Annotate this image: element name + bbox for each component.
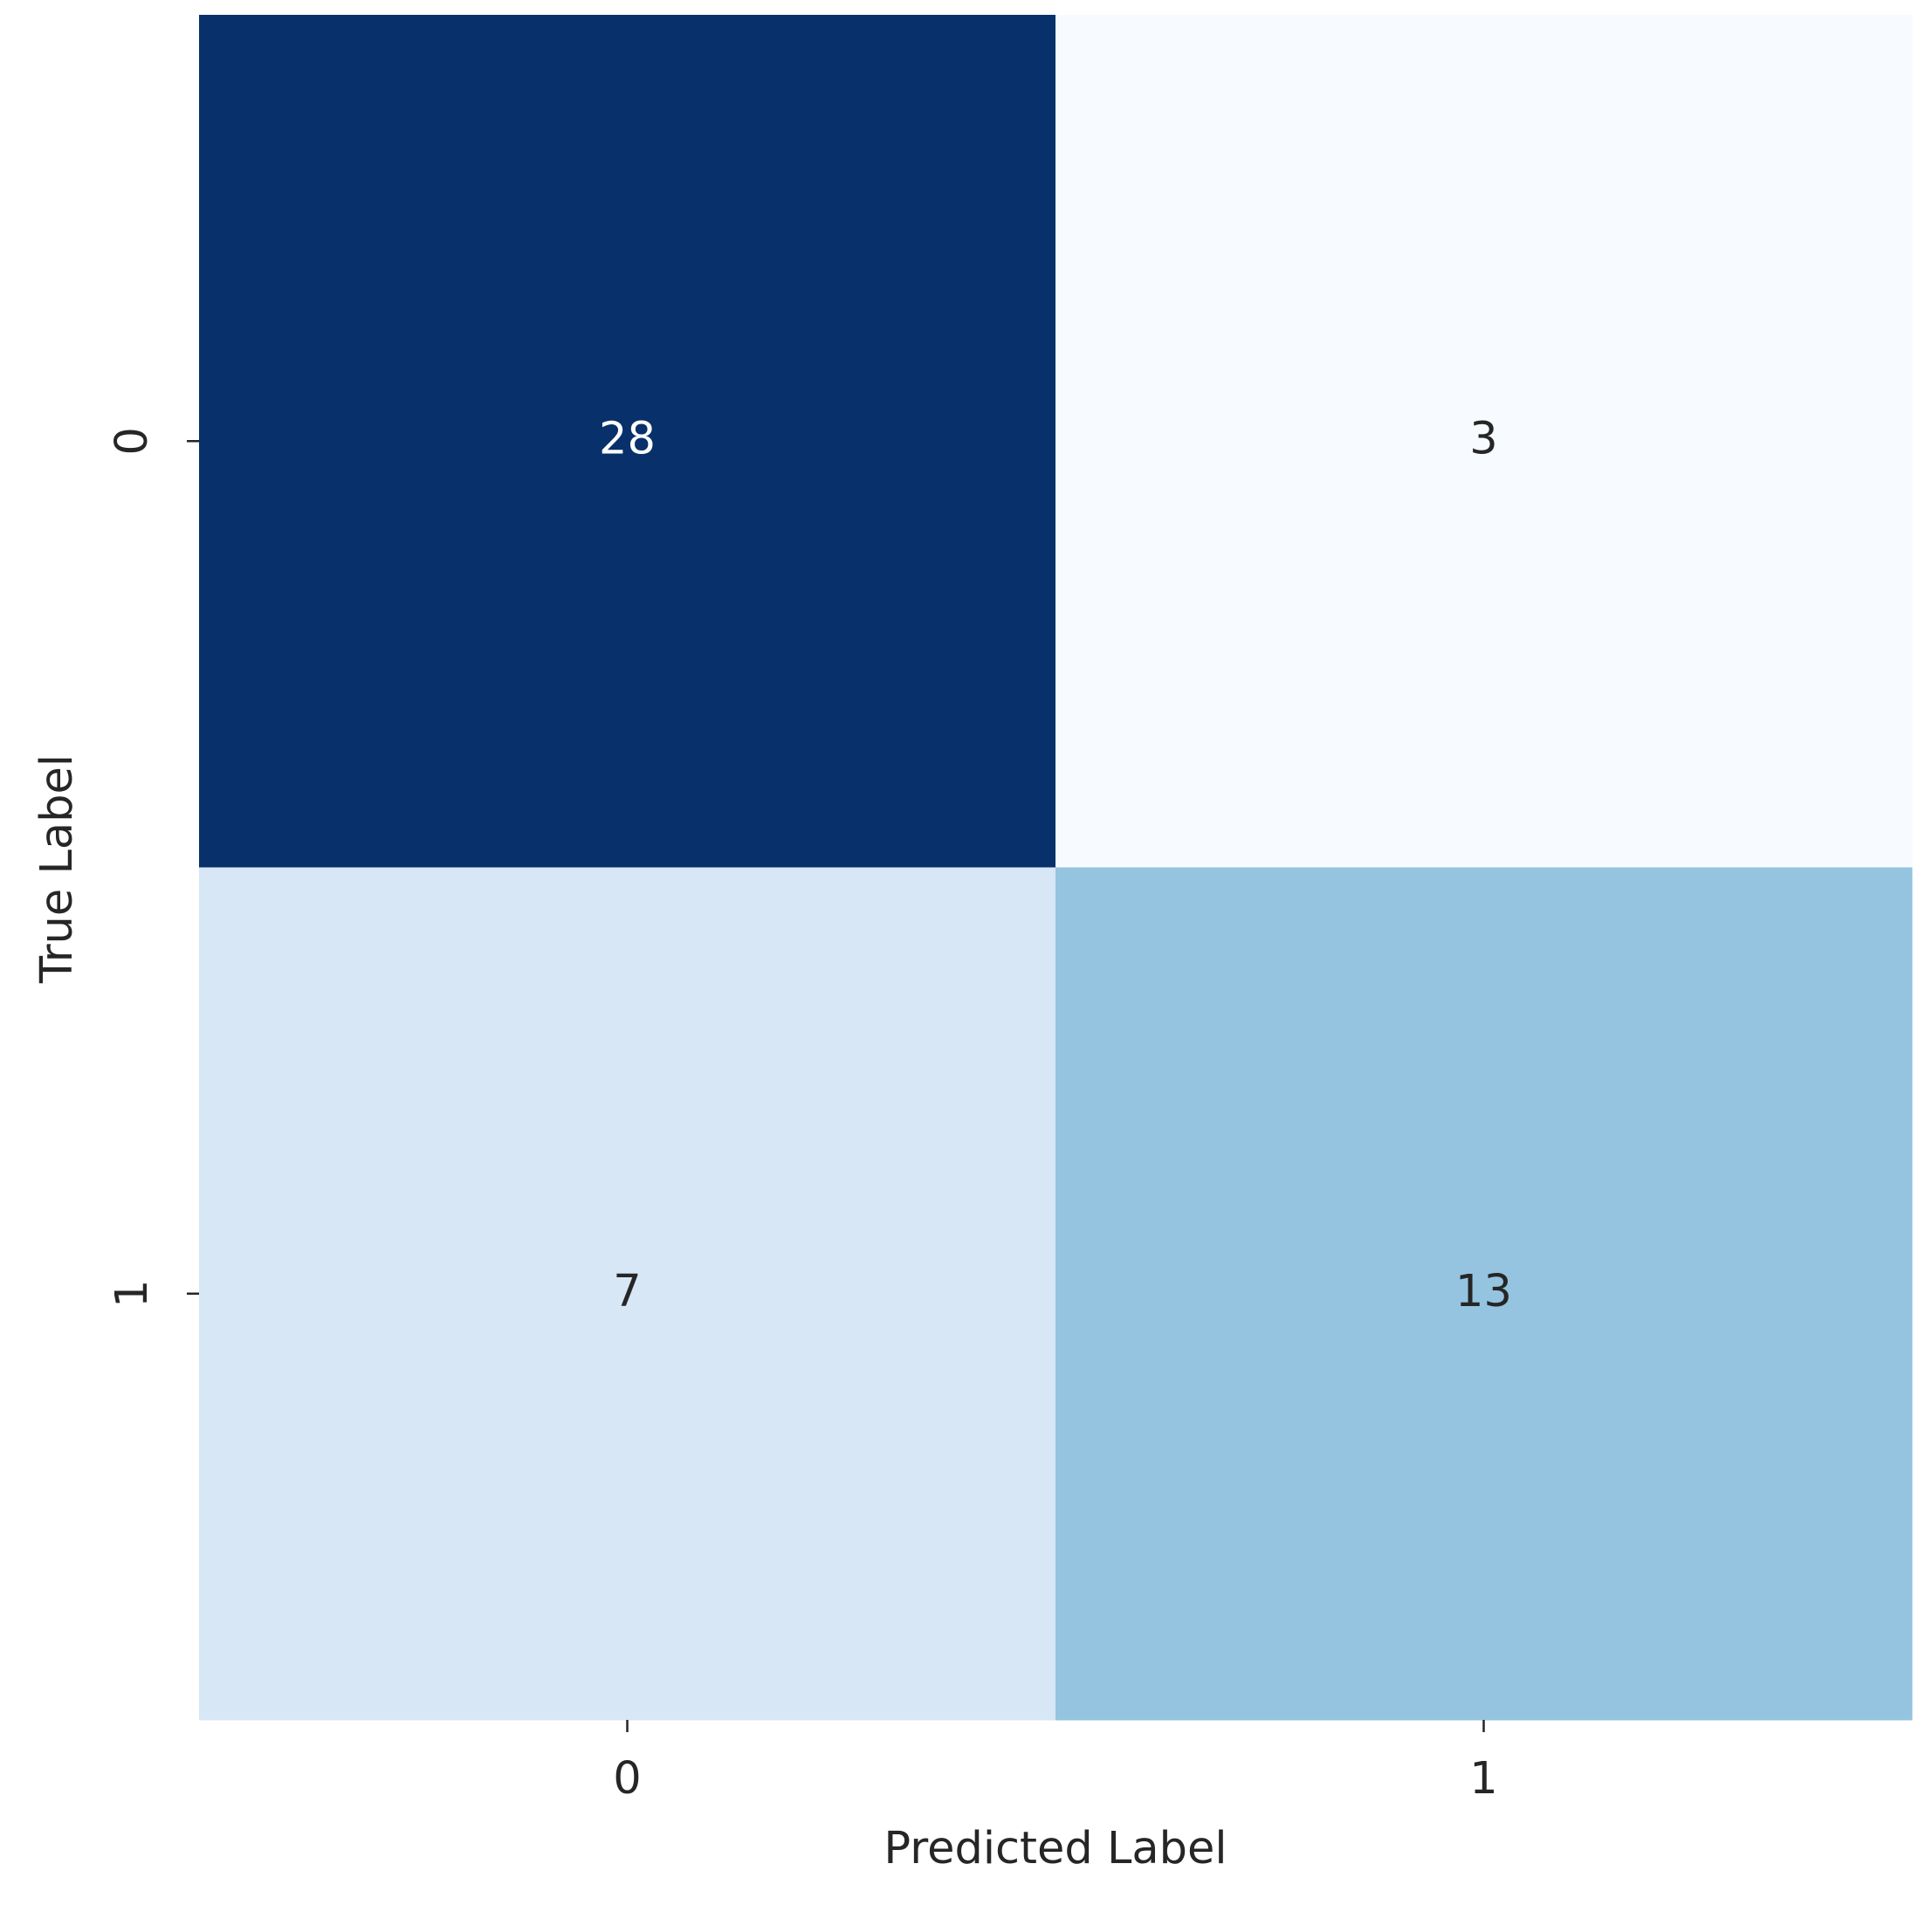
y-axis-label: True Label	[31, 754, 83, 984]
cell-label: 13	[1455, 1266, 1512, 1317]
y-tick-label: 0	[107, 427, 158, 455]
x-tick-label: 0	[613, 1753, 641, 1805]
cell-label: 7	[613, 1266, 641, 1317]
cell-label: 3	[1469, 413, 1497, 464]
cell	[199, 15, 1056, 868]
x-tick-label: 1	[1469, 1753, 1497, 1805]
cell	[1055, 15, 1913, 868]
cell	[1055, 867, 1913, 1721]
y-tick-label: 1	[107, 1280, 158, 1308]
x-axis-label: Predicted Label	[883, 1823, 1227, 1874]
cell-label: 28	[599, 413, 656, 464]
cell	[199, 867, 1056, 1721]
heatmap	[199, 15, 1913, 1721]
